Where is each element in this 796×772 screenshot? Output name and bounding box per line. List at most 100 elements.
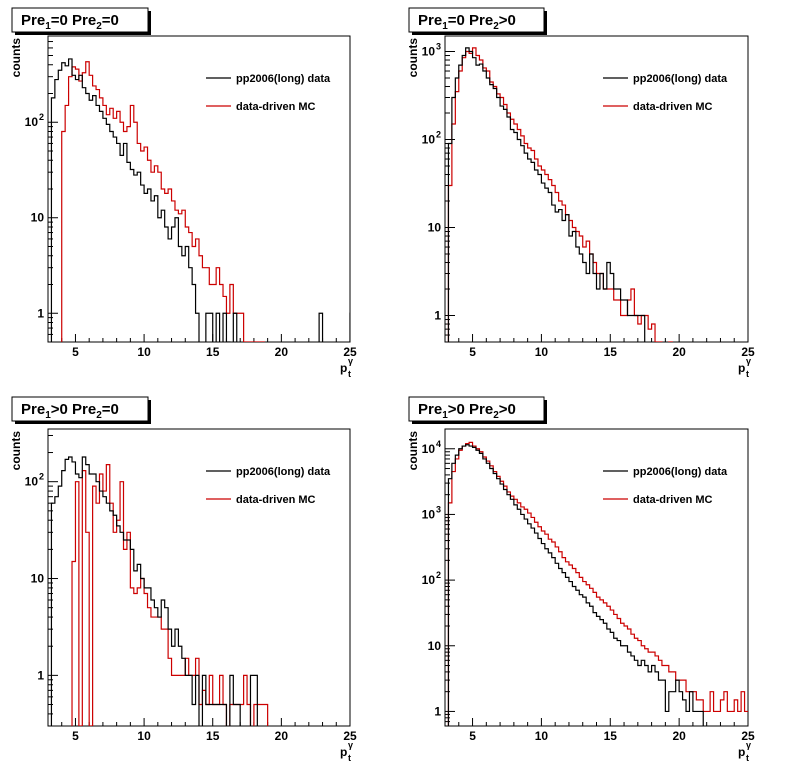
x-tick-label: 25 (343, 345, 357, 359)
data-histogram (447, 444, 704, 726)
y-tick-label: 10 (25, 475, 39, 489)
y-tick-label: 10 (428, 639, 442, 653)
x-tick-label: 10 (535, 729, 549, 743)
title-box (11, 396, 149, 422)
legend-mc-label: data-driven MC (236, 101, 316, 113)
title-box (11, 7, 149, 33)
chart-title: Pre1=0 Pre2=0 (21, 12, 119, 32)
title-text-part: >0 Pre (448, 401, 493, 418)
x-tick-label: 20 (672, 345, 686, 359)
legend-data-label: pp2006(long) data (236, 73, 331, 85)
y-tick-label: 1 (434, 309, 441, 323)
title-subscript: 1 (442, 410, 448, 421)
title-subscript: 1 (45, 21, 51, 32)
title-text-part: >0 Pre (51, 401, 96, 418)
title-subscript: 1 (442, 21, 448, 32)
x-tick-label: 10 (535, 345, 549, 359)
y-tick-label: 10 (31, 211, 45, 225)
title-text-part: Pre (418, 401, 442, 418)
x-tick-label: 5 (72, 345, 79, 359)
x-axis-title-sub: t (746, 369, 749, 379)
x-axis-title-sup: γ (746, 356, 751, 366)
mc-histogram (447, 441, 748, 726)
title-subscript: 1 (45, 410, 51, 421)
x-tick-label: 15 (604, 729, 618, 743)
y-tick-exponent: 2 (39, 472, 44, 482)
y-tick-label: 10 (422, 442, 436, 456)
legend: pp2006(long) data data-driven MC (206, 466, 331, 506)
x-axis-title: p tγ (340, 356, 353, 379)
legend: pp2006(long) data data-driven MC (603, 466, 728, 506)
legend-mc-label: data-driven MC (633, 101, 713, 113)
legend-data-label: pp2006(long) data (633, 73, 728, 85)
legend-mc-label: data-driven MC (633, 494, 713, 506)
x-axis-title-main: p (340, 745, 347, 759)
y-tick-label: 10 (428, 221, 442, 235)
x-axis-title-main: p (738, 361, 745, 375)
data-histogram (50, 456, 258, 726)
legend-data-label: pp2006(long) data (236, 466, 331, 478)
x-tick-label: 20 (275, 729, 289, 743)
title-subscript: 2 (493, 21, 499, 32)
title-subscript: 2 (96, 21, 102, 32)
title-text-part: =0 (102, 401, 119, 418)
y-tick-label: 10 (31, 572, 45, 586)
title-text-part: =0 Pre (51, 12, 96, 29)
x-axis-title: p tγ (340, 740, 353, 763)
x-axis-title-sub: t (746, 753, 749, 763)
y-axis-title: counts (406, 431, 420, 471)
title-subscript: 2 (493, 410, 499, 421)
x-tick-label: 15 (604, 345, 618, 359)
x-tick-label: 25 (741, 345, 755, 359)
y-tick-label: 10 (422, 44, 436, 58)
chart-title: Pre1=0 Pre2>0 (418, 12, 516, 32)
title-subscript: 2 (96, 410, 102, 421)
y-axis-title: counts (9, 431, 23, 471)
chart-title: Pre1>0 Pre2>0 (418, 401, 516, 421)
x-axis-title: p tγ (738, 356, 751, 379)
legend-mc-label: data-driven MC (236, 494, 316, 506)
x-axis-title-main: p (738, 745, 745, 759)
y-tick-label: 10 (422, 133, 436, 147)
title-box (408, 7, 545, 33)
data-histogram (447, 47, 646, 342)
x-tick-label: 5 (72, 729, 79, 743)
title-text-part: >0 (499, 12, 516, 29)
y-tick-label: 1 (37, 306, 44, 320)
x-tick-label: 5 (469, 345, 476, 359)
x-tick-label: 5 (469, 729, 476, 743)
x-tick-label: 10 (137, 729, 151, 743)
y-axis-title: counts (406, 38, 420, 78)
y-tick-exponent: 2 (436, 570, 441, 580)
title-box (408, 396, 545, 422)
x-tick-label: 15 (206, 729, 220, 743)
title-text-part: Pre (418, 12, 442, 29)
y-tick-exponent: 3 (436, 504, 441, 514)
y-tick-exponent: 2 (436, 130, 441, 140)
legend: pp2006(long) data data-driven MC (206, 73, 331, 113)
y-tick-exponent: 3 (436, 41, 441, 51)
y-tick-label: 10 (422, 573, 436, 587)
x-tick-label: 20 (275, 345, 289, 359)
data-histogram (50, 58, 350, 342)
mc-histogram (71, 464, 269, 726)
x-axis-title-main: p (340, 361, 347, 375)
y-tick-label: 10 (422, 507, 436, 521)
y-tick-label: 1 (37, 668, 44, 682)
y-tick-exponent: 4 (436, 439, 441, 449)
x-tick-label: 15 (206, 345, 220, 359)
y-axis-title: counts (9, 38, 23, 78)
chart-title: Pre1>0 Pre2=0 (21, 401, 119, 421)
y-tick-label: 1 (434, 704, 441, 718)
x-tick-label: 25 (343, 729, 357, 743)
title-text-part: =0 Pre (448, 12, 493, 29)
title-text-part: =0 (102, 12, 119, 29)
x-axis-title-sup: γ (348, 356, 353, 366)
legend-data-label: pp2006(long) data (633, 466, 728, 478)
title-text-part: Pre (21, 401, 45, 418)
x-tick-label: 20 (672, 729, 686, 743)
x-tick-label: 10 (137, 345, 151, 359)
